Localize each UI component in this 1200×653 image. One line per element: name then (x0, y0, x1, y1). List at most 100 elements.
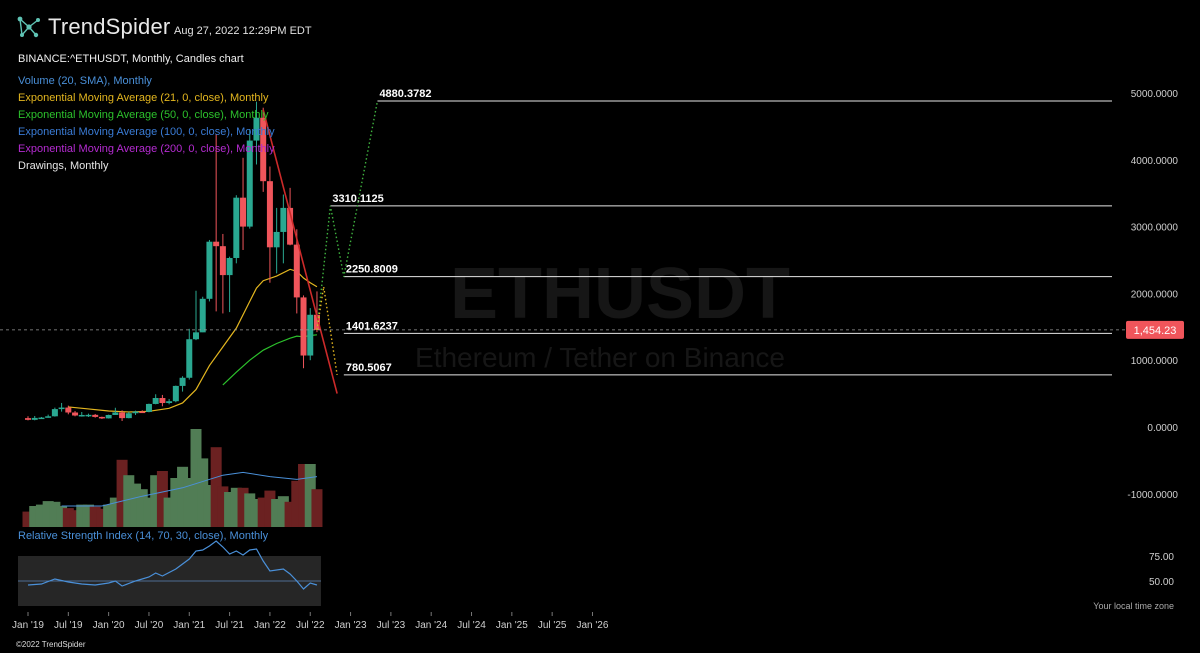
candle-body (98, 416, 105, 419)
legend-ema-100[interactable]: Exponential Moving Average (100, 0, clos… (18, 126, 275, 138)
candle-body (159, 398, 166, 404)
volume-bar (130, 483, 142, 527)
candle-body (72, 412, 79, 416)
volume-bar (109, 497, 121, 527)
x-tick-label: Jul '20 (135, 620, 164, 631)
candle-body (112, 412, 119, 415)
volume-bar (250, 499, 262, 527)
volume-bar (22, 511, 34, 527)
candle-body (31, 417, 38, 420)
level-label: 1401.6237 (346, 320, 398, 332)
symbol-title: BINANCE:^ETHUSDT, Monthly, Candles chart (18, 53, 244, 65)
volume-bar (69, 510, 81, 527)
timezone-note: Your local time zone (1093, 601, 1174, 611)
watermark-subtitle: Ethereum / Tether on Binance (415, 342, 785, 373)
x-tick-label: Jan '23 (335, 620, 367, 631)
bullish-projection-path (316, 100, 379, 330)
candle-body (313, 314, 320, 330)
y-tick-label: 5000.0000 (1131, 89, 1179, 100)
x-tick-label: Jan '25 (496, 620, 528, 631)
x-tick-label: Jan '19 (12, 620, 44, 631)
volume-sma-line (61, 471, 318, 507)
candle-body (105, 414, 112, 419)
level-label: 2250.8009 (346, 264, 398, 276)
legend-volume[interactable]: Volume (20, SMA), Monthly (18, 75, 152, 87)
volume-bar (244, 493, 256, 527)
volume-bar (237, 487, 249, 527)
level-label: 4880.3782 (379, 88, 431, 100)
volume-bar (197, 458, 209, 527)
candle-body (193, 332, 199, 340)
volume-bar (183, 478, 195, 527)
legend-ema-50[interactable]: Exponential Moving Average (50, 0, close… (18, 109, 269, 121)
x-axis: Jan '19 Jul '19 Jan '20 Jul '20 Jan '21 Jul '… (12, 612, 609, 631)
downtrend-line (262, 109, 338, 394)
current-price-label: 1,454.23 (1134, 325, 1177, 337)
network-nodes-icon (17, 16, 40, 38)
rsi-tick-label: 75.00 (1149, 552, 1174, 563)
candle-body (51, 409, 58, 417)
y-tick-label: 4000.0000 (1131, 156, 1179, 167)
candle-body (152, 398, 159, 404)
candle-body (273, 231, 280, 248)
brand-name: TrendSpider (48, 14, 171, 39)
rsi-line (27, 540, 318, 590)
volume-bar (203, 485, 215, 527)
volume-bar (163, 497, 175, 527)
legend-ema-21[interactable]: Exponential Moving Average (21, 0, close… (18, 92, 269, 104)
candle-body (92, 414, 99, 417)
x-tick-label: Jul '25 (538, 620, 567, 631)
volume-bar (156, 471, 168, 527)
volume-bar (96, 508, 108, 527)
volume-bar (170, 478, 182, 527)
volume-bar (271, 499, 283, 527)
candle-body (206, 241, 213, 299)
x-tick-label: Jul '22 (296, 620, 325, 631)
volume-bar (103, 504, 115, 527)
candle-body (139, 411, 146, 414)
volume-bar (136, 489, 148, 527)
candle-body (119, 412, 126, 419)
candle-body (172, 385, 179, 402)
volume-bar (230, 487, 242, 527)
candle-body (58, 407, 65, 410)
candle-body (280, 207, 287, 232)
candle-body (293, 244, 300, 298)
candle-body (226, 257, 233, 276)
candle-body (219, 246, 226, 276)
volume-bar (291, 480, 303, 527)
candle-body (65, 407, 72, 413)
volume-bar (29, 506, 41, 527)
x-tick-label: Jan '21 (173, 620, 205, 631)
candle-body (166, 401, 173, 404)
y-tick-label: 3000.0000 (1131, 223, 1179, 234)
volume-bar (177, 466, 189, 527)
y-tick-label: 0.0000 (1147, 423, 1178, 434)
volume-bar (257, 497, 269, 527)
moving-averages (68, 268, 318, 413)
volume-bar (49, 501, 61, 527)
volume-bar (298, 464, 310, 527)
candle-body (38, 417, 45, 420)
candle-body (287, 207, 294, 245)
volume-bar (284, 501, 296, 527)
volume-bar (277, 496, 289, 527)
candle-body (260, 117, 267, 182)
y-tick-label: 1000.0000 (1131, 356, 1179, 367)
volume-bar (62, 508, 74, 527)
volume-bar (224, 492, 236, 527)
y-tick-label: -1000.0000 (1127, 490, 1178, 501)
x-tick-label: Jul '21 (215, 620, 244, 631)
rsi-panel: 75.00 50.00 (18, 540, 1174, 606)
candle-body (253, 117, 260, 141)
legend-drawings[interactable]: Drawings, Monthly (18, 160, 109, 172)
volume-bar (150, 475, 162, 527)
rsi-title[interactable]: Relative Strength Index (14, 70, 30, clo… (18, 530, 269, 542)
candle-body (85, 414, 92, 417)
ema-50-line (222, 334, 318, 386)
watermark-symbol: ETHUSDT (450, 254, 790, 334)
volume-bar (76, 504, 88, 527)
indicator-legend: Volume (20, SMA), Monthly Exponential Mo… (18, 73, 275, 175)
legend-ema-200[interactable]: Exponential Moving Average (200, 0, clos… (18, 143, 275, 155)
volume-bar (56, 506, 68, 527)
